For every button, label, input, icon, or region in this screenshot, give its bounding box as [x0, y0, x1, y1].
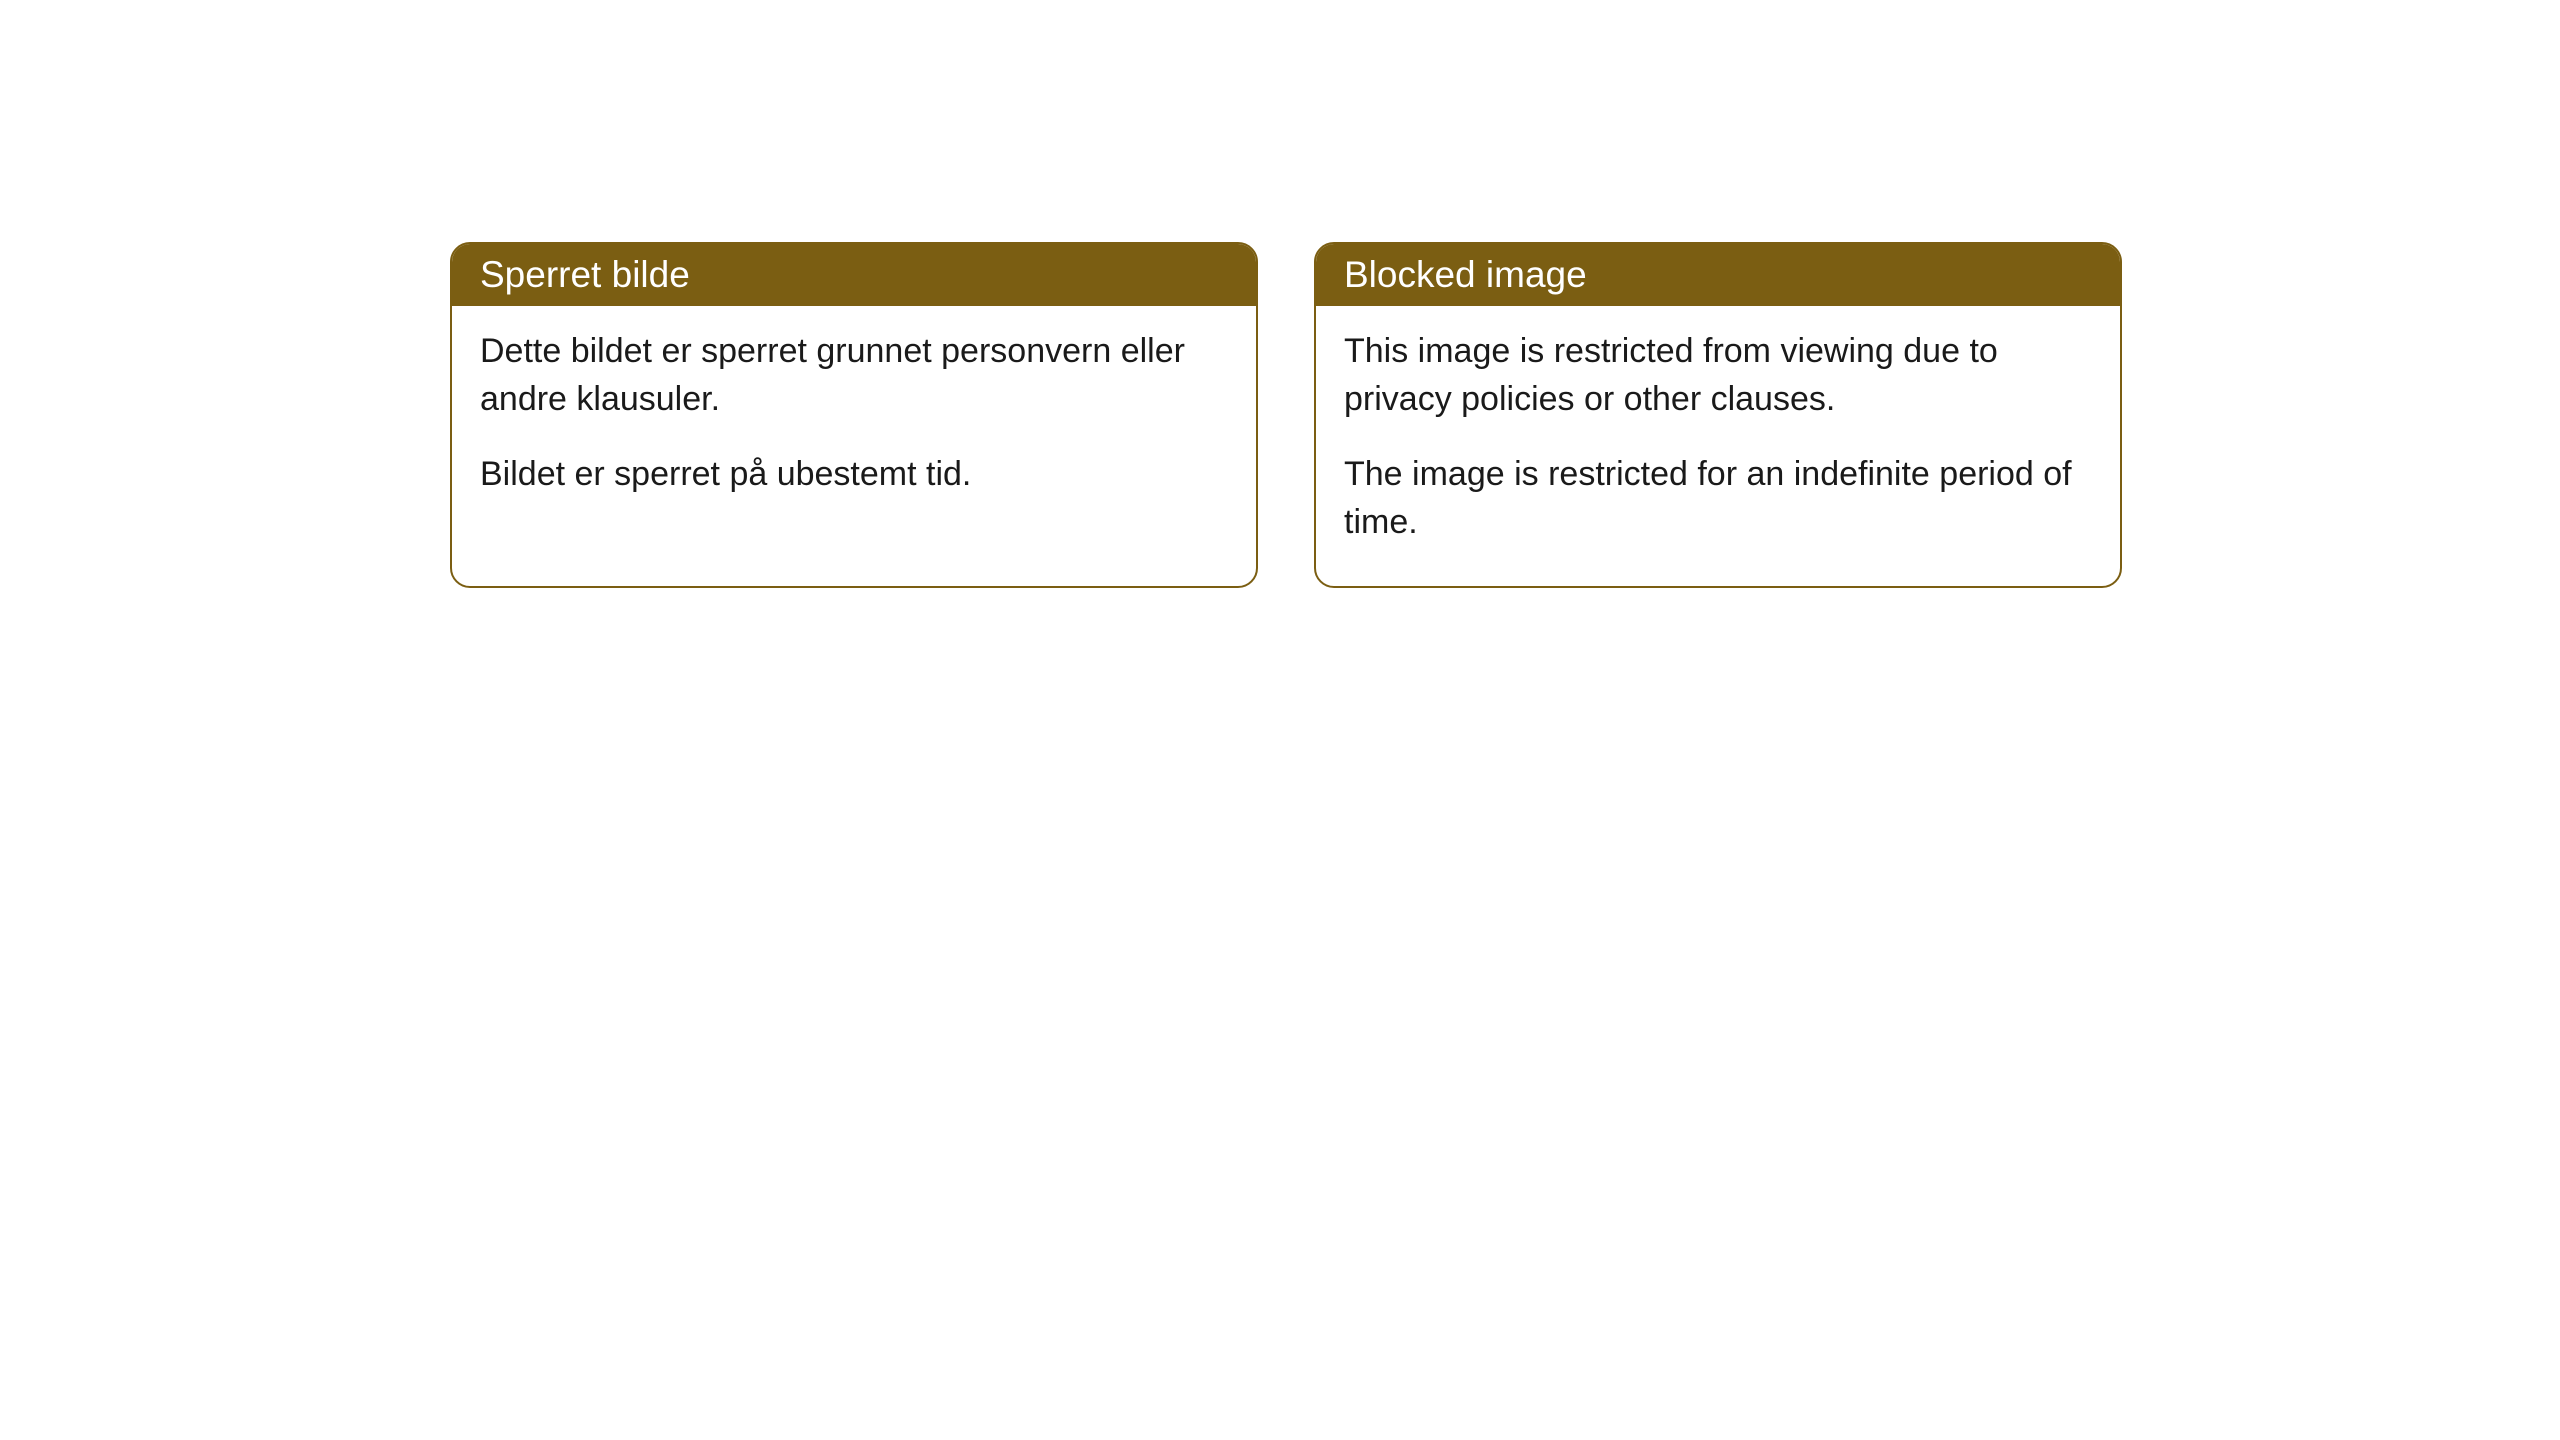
card-paragraph: Bildet er sperret på ubestemt tid.: [480, 451, 1228, 499]
card-paragraph: Dette bildet er sperret grunnet personve…: [480, 328, 1228, 423]
card-body-english: This image is restricted from viewing du…: [1316, 306, 2120, 586]
card-paragraph: The image is restricted for an indefinit…: [1344, 451, 2092, 546]
cards-container: Sperret bilde Dette bildet er sperret gr…: [450, 242, 2122, 588]
card-header-norwegian: Sperret bilde: [452, 244, 1256, 306]
card-norwegian: Sperret bilde Dette bildet er sperret gr…: [450, 242, 1258, 588]
card-header-english: Blocked image: [1316, 244, 2120, 306]
card-body-norwegian: Dette bildet er sperret grunnet personve…: [452, 306, 1256, 539]
card-english: Blocked image This image is restricted f…: [1314, 242, 2122, 588]
card-paragraph: This image is restricted from viewing du…: [1344, 328, 2092, 423]
